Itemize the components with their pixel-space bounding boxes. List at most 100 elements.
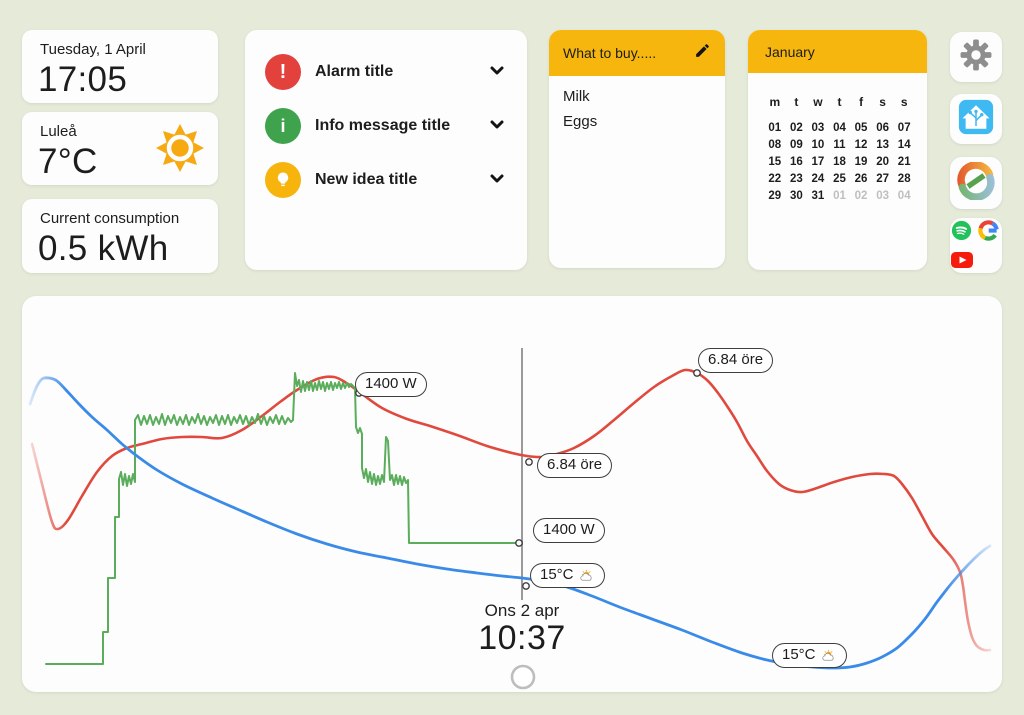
clock-date: Tuesday, 1 April: [40, 41, 146, 58]
calendar-day: 06: [876, 122, 890, 134]
calendar-day: 22: [768, 173, 782, 185]
chart-value-text: 15°C: [782, 646, 816, 663]
chevron-down-icon[interactable]: [487, 114, 507, 139]
cursor-time: 10:37: [478, 619, 566, 657]
shopping-list: Milk Eggs: [549, 76, 725, 150]
calendar-weekday: w: [813, 95, 823, 109]
calendar-day: 27: [876, 173, 890, 185]
calendar-header: January: [748, 30, 927, 73]
calendar-day: 26: [854, 173, 868, 185]
notification-title: Alarm title: [315, 63, 394, 80]
calendar-day: 17: [811, 156, 825, 168]
calendar-day: 01: [768, 122, 782, 134]
cursor-date: Ons 2 apr: [484, 601, 560, 620]
calendar-day: 30: [789, 190, 803, 202]
calendar-day: 16: [789, 156, 803, 168]
calendar-grid: m t w t f s s 01 02 03 04 05 06 07 08 09 10 11 12 13 14 15 16 1…: [748, 95, 927, 202]
calendar-day: 18: [833, 156, 846, 168]
history-graph-card: 1400 W 6.84 öre 6.84 öre 1400 W 15°C 15°C Ons…: [22, 296, 1002, 692]
series-power: [45, 372, 523, 665]
spotify-icon[interactable]: [951, 220, 975, 246]
idea-icon: [265, 162, 301, 198]
calendar-day: 31: [811, 190, 825, 202]
calendar-day: 04: [833, 122, 846, 134]
calendar-day: 14: [897, 139, 911, 151]
calendar-weekday: f: [859, 95, 864, 109]
home-assistant-icon: [958, 99, 994, 140]
consumption-card: Current consumption 0.5 kWh: [22, 199, 218, 273]
calendar-day: 13: [876, 139, 890, 151]
calendar-day: 28: [897, 173, 911, 185]
chart-value-text: 6.84 öre: [547, 456, 603, 473]
youtube-icon[interactable]: [951, 251, 975, 273]
calendar-day: 05: [854, 122, 868, 134]
label-marker: [693, 369, 701, 377]
calendar-day: 11: [833, 139, 846, 151]
notifications-card: ! Alarm title i Info message title New i…: [245, 30, 527, 270]
sun-cloud-icon: [578, 569, 595, 582]
calendar-day: 23: [789, 173, 803, 185]
calendar-day: 15: [768, 156, 782, 168]
notification-row-idea[interactable]: New idea title: [265, 162, 507, 198]
chart-value-label: 6.84 öre: [698, 348, 774, 373]
calendar-day: 29: [768, 190, 782, 202]
shopping-header: What to buy.....: [549, 30, 725, 76]
chart-value-text: 1400 W: [543, 521, 595, 538]
weather-temperature: 7°C: [38, 142, 98, 181]
calendar-day: 07: [897, 122, 911, 134]
alert-glyph: !: [279, 60, 287, 83]
settings-tile[interactable]: [950, 32, 1002, 82]
label-marker: [522, 582, 530, 590]
z-logo-icon: [957, 160, 995, 205]
calendar-weekday: s: [879, 95, 886, 109]
z2m-tile[interactable]: [950, 157, 1002, 209]
calendar-day: 20: [876, 156, 890, 168]
calendar-day-next-month: 04: [897, 190, 911, 202]
chart-value-text: 6.84 öre: [708, 351, 764, 368]
alert-icon: !: [265, 54, 301, 90]
chevron-down-icon[interactable]: [487, 60, 507, 85]
shopping-card: What to buy..... Milk Eggs: [549, 30, 725, 268]
home-assistant-tile[interactable]: [950, 94, 1002, 144]
shopping-item: Milk: [563, 88, 590, 105]
shopping-item: Eggs: [563, 113, 598, 130]
calendar-day: 24: [811, 173, 825, 185]
chart-value-label: 15°C: [772, 643, 847, 668]
calendar-day: 10: [811, 139, 825, 151]
weather-city: Luleå: [40, 123, 77, 140]
gear-icon: [960, 39, 992, 76]
calendar-day: 09: [789, 139, 803, 151]
sun-cloud-icon: [820, 649, 837, 662]
calendar-day-next-month: 01: [833, 190, 846, 202]
sun-icon: [154, 122, 206, 179]
consumption-value: 0.5 kWh: [38, 229, 169, 268]
google-icon[interactable]: [977, 219, 1001, 247]
notification-row-info[interactable]: i Info message title: [265, 108, 507, 144]
chart-value-text: 1400 W: [365, 375, 417, 392]
clock-card: Tuesday, 1 April 17:05: [22, 30, 218, 103]
apps-tile: [950, 218, 1002, 273]
notification-title: Info message title: [315, 117, 451, 134]
calendar-weekday: t: [837, 95, 842, 109]
label-marker: [525, 458, 533, 466]
timeline-handle[interactable]: [510, 664, 536, 690]
calendar-weekday: t: [794, 95, 799, 109]
chart-value-text: 15°C: [540, 566, 574, 583]
cursor-readout: Ons 2 apr 10:37: [478, 601, 566, 658]
chart-value-label: 1400 W: [355, 372, 427, 397]
calendar-day: 21: [897, 156, 911, 168]
calendar-weekday: m: [769, 95, 781, 109]
pencil-icon[interactable]: [694, 42, 711, 64]
calendar-weekday: s: [900, 95, 908, 109]
calendar-day: 19: [854, 156, 868, 168]
calendar-day: 03: [811, 122, 825, 134]
calendar-day: 08: [768, 139, 782, 151]
chevron-down-icon[interactable]: [487, 168, 507, 193]
chart-value-label: 1400 W: [533, 518, 605, 543]
weather-card: Luleå 7°C: [22, 112, 218, 185]
notification-row-alarm[interactable]: ! Alarm title: [265, 54, 507, 90]
info-glyph: i: [280, 115, 286, 136]
calendar-day: 02: [789, 122, 803, 134]
calendar-day: 12: [854, 139, 868, 151]
